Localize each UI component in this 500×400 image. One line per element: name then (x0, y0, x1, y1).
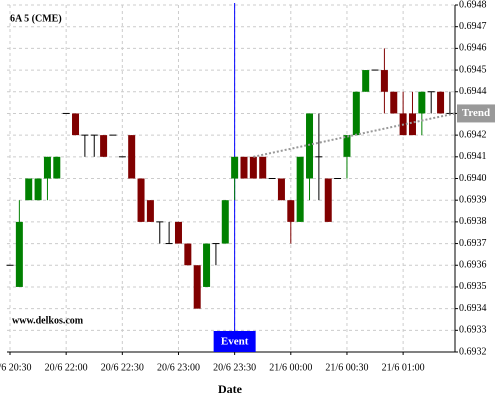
y-tick-label: 0.6941 (459, 151, 487, 162)
y-tick-label: 0.6938 (459, 216, 487, 227)
candle-body (249, 156, 257, 179)
candle-body (43, 156, 51, 179)
candle-body (408, 113, 416, 136)
candle-body (174, 221, 182, 244)
y-tick-label: 0.6948 (459, 0, 487, 10)
x-tick-label: 20/6 20:30 (0, 362, 32, 373)
candle-body (53, 156, 61, 179)
y-tick-label: 0.6942 (459, 129, 487, 140)
candle-body (352, 91, 360, 136)
y-tick-label: 0.6935 (459, 281, 487, 292)
candle-body (203, 243, 211, 287)
y-tick-label: 0.6933 (459, 325, 487, 336)
y-tick-label: 0.6939 (459, 194, 487, 205)
candle-body (418, 91, 426, 114)
y-tick-label: 0.6940 (459, 173, 487, 184)
candle-body (184, 243, 192, 266)
candle-body (128, 135, 136, 179)
x-axis-title: Date (218, 382, 243, 396)
candle-body (380, 70, 388, 92)
candle-body (277, 178, 285, 201)
candle-body (25, 178, 33, 201)
x-tick-label: 20/6 23:30 (213, 362, 256, 373)
candle-body (437, 91, 445, 114)
watermark: www.delkos.com (12, 315, 84, 326)
trend-tag (457, 104, 495, 123)
candle-body (343, 135, 351, 157)
candle-body (306, 113, 314, 179)
y-tick-label: 0.6934 (459, 303, 487, 314)
y-tick-label: 0.6946 (459, 43, 487, 54)
y-tick-label: 0.6947 (459, 21, 487, 32)
y-tick-label: 0.6945 (459, 64, 487, 75)
candle-body (15, 221, 23, 287)
candle-body (221, 200, 229, 244)
x-tick-label: 20/6 22:00 (45, 362, 88, 373)
x-tick-label: 20/6 23:00 (157, 362, 200, 373)
candle-body (390, 91, 398, 114)
x-tick-label: 20/6 22:30 (101, 362, 144, 373)
y-tick-label: 0.6932 (459, 346, 487, 357)
candle-body (193, 265, 201, 309)
candle-body (296, 156, 304, 222)
candle-body (72, 113, 80, 136)
trend-label: Trend (462, 107, 490, 119)
candle-body (240, 156, 248, 179)
candle-body (231, 156, 239, 179)
y-tick-label: 0.6936 (459, 260, 487, 271)
candle-body (100, 135, 108, 157)
x-tick-label: 21/6 01:00 (382, 362, 425, 373)
x-tick-label: 21/6 00:00 (269, 362, 312, 373)
candle-body (259, 156, 267, 179)
event-tag (213, 331, 256, 352)
y-tick-label: 0.6937 (459, 238, 487, 249)
x-tick-label: 21/6 00:30 (325, 362, 368, 373)
candle-body (137, 178, 145, 222)
candle-body (287, 200, 295, 222)
chart-title: 6A 5 (CME) (10, 13, 62, 24)
event-label: Event (221, 336, 249, 348)
y-tick-label: 0.6944 (459, 86, 487, 97)
candle-body (362, 70, 370, 92)
candle-body (34, 178, 42, 201)
candle-body (146, 200, 154, 222)
candle-body (324, 178, 332, 222)
